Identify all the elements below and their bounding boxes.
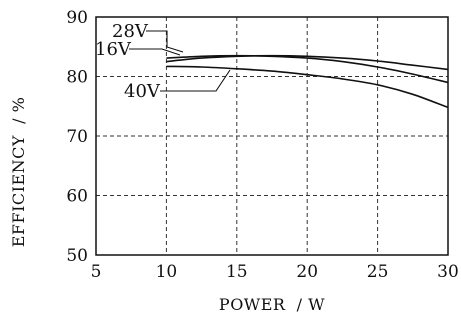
series-label-16v: 16V [95, 39, 132, 60]
series-lines [166, 54, 449, 109]
y-tick-label: 60 [66, 187, 88, 207]
y-tick-label: 90 [66, 8, 88, 28]
y-tick-label: 80 [66, 68, 88, 88]
plot-frame [95, 16, 449, 256]
series-line-28v [166, 54, 449, 71]
x-tick-label: 30 [437, 262, 459, 282]
leader-line-16v [129, 48, 181, 56]
series-line-16v [166, 54, 449, 84]
x-tick-label: 25 [367, 262, 389, 282]
series-label-40v: 40V [124, 81, 161, 102]
grid-lines [96, 17, 448, 255]
y-tick-label: 70 [66, 127, 88, 147]
x-tick-label: 20 [296, 262, 318, 282]
series-line-40v [166, 65, 449, 109]
series-label-28v: 28V [112, 21, 149, 42]
leader-line-40v [160, 69, 231, 92]
tick-labels: 5 10 15 20 25 30 50 60 70 80 90 [66, 8, 458, 282]
y-tick-label: 50 [66, 246, 88, 266]
y-axis-title: EFFICIENCY / % [9, 97, 28, 248]
x-axis-title: POWER / W [219, 295, 325, 314]
x-tick-label: 10 [156, 262, 178, 282]
label-leaders [129, 30, 231, 92]
x-tick-label: 15 [226, 262, 248, 282]
leader-line-28v [146, 30, 184, 53]
x-tick-label: 5 [91, 262, 102, 282]
